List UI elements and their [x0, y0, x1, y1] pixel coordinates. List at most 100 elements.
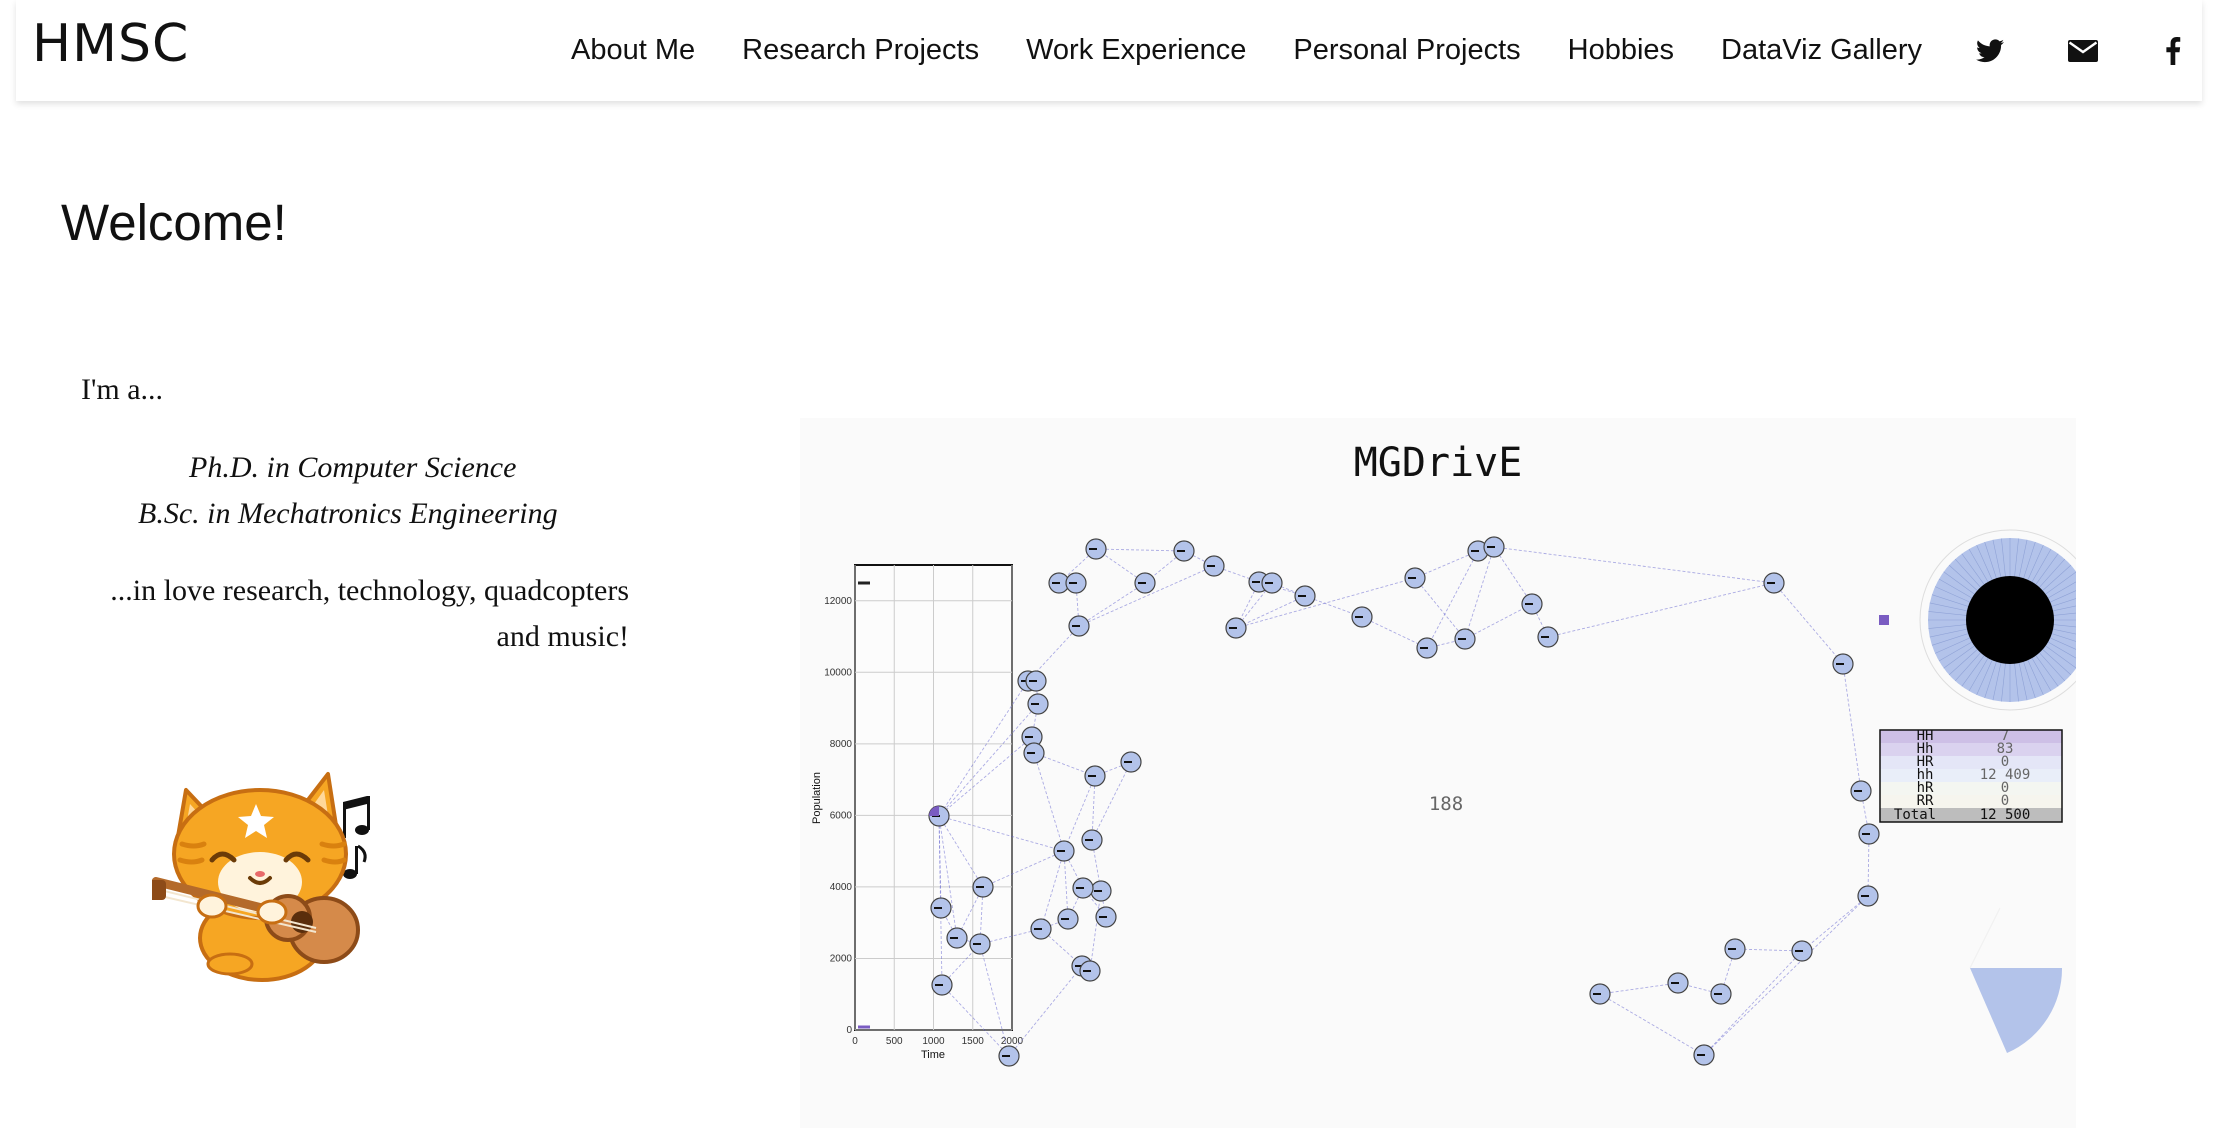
- genotype-count: 12 409: [1980, 767, 2031, 783]
- network-edge: [1464, 603, 1533, 640]
- interests-text: ...in love research, technology, quadcop…: [110, 568, 629, 660]
- genotype-name: hR: [1917, 780, 1934, 796]
- genotype-pie-chart: [1969, 907, 2063, 1053]
- network-edge: [1361, 616, 1428, 649]
- population-ytick: 2000: [830, 953, 853, 964]
- genotype-row: [1880, 743, 2062, 756]
- network-edge: [1095, 548, 1185, 552]
- degree-bsc: B.Sc. in Mechatronics Engineering: [138, 497, 558, 530]
- intro-text: I'm a...: [81, 373, 164, 406]
- network-edge: [956, 937, 981, 945]
- brand-logo-link[interactable]: HMSC: [32, 14, 190, 74]
- nav-about-me[interactable]: About Me: [571, 34, 696, 66]
- page-title: Welcome!: [61, 194, 287, 251]
- genotype-total-label: Total: [1894, 807, 1936, 823]
- network-edge: [1089, 890, 1102, 972]
- population-xtick: 2000: [1001, 1036, 1024, 1047]
- genotype-count: 0: [2001, 754, 2009, 770]
- population-ylabel: Population: [811, 772, 823, 824]
- mgdrive-title: MGDrivE: [1353, 440, 1523, 486]
- genotype-name: HR: [1917, 754, 1934, 770]
- genotype-row: [1880, 782, 2062, 795]
- nav-research-projects[interactable]: Research Projects: [742, 34, 980, 66]
- network-edge: [1426, 550, 1479, 649]
- top-navbar: HMSC: [16, 0, 2202, 101]
- population-xtick: 1000: [922, 1036, 945, 1047]
- nav-work-experience[interactable]: Work Experience: [1026, 34, 1247, 66]
- network-edge: [938, 815, 984, 888]
- network-edge: [1703, 895, 1869, 1056]
- twitter-icon: [1976, 39, 2004, 63]
- genotype-name: Hh: [1917, 741, 1934, 757]
- network-edge: [1063, 775, 1096, 852]
- network-edge: [938, 815, 1065, 852]
- network-edge: [1091, 839, 1102, 892]
- network-edge: [1091, 761, 1132, 841]
- nav-hobbies[interactable]: Hobbies: [1567, 34, 1675, 66]
- network-edge: [1414, 577, 1466, 640]
- network-edge: [1235, 577, 1416, 629]
- genotype-table-border: [1879, 729, 2063, 823]
- genotype-count: 7: [2001, 728, 2009, 744]
- network-edge: [1773, 582, 1844, 665]
- network-edge: [941, 984, 1010, 1057]
- twitter-link[interactable]: [1967, 28, 2013, 74]
- network-node-highlight: [929, 806, 939, 816]
- network-edge: [1035, 680, 1039, 705]
- email-link[interactable]: [2060, 28, 2106, 74]
- network-edge: [1063, 850, 1069, 920]
- genotype-count: 83: [1997, 741, 2014, 757]
- population-ytick: 12000: [824, 596, 852, 607]
- genotype-row: [1880, 730, 2062, 743]
- genotype-count: 0: [2001, 780, 2009, 796]
- nav-personal-projects[interactable]: Personal Projects: [1293, 34, 1521, 66]
- network-edge: [1033, 752, 1065, 852]
- network-edge: [1599, 982, 1679, 995]
- network-nodes: [928, 536, 1880, 1067]
- network-edge: [1008, 965, 1083, 1057]
- network-edge: [1493, 546, 1775, 584]
- nav-dataviz-gallery[interactable]: DataViz Gallery: [1721, 34, 1922, 66]
- degree-phd: Ph.D. in Computer Science: [189, 451, 517, 484]
- genotype-row: [1880, 756, 2062, 769]
- genotype-total-row: [1880, 808, 2062, 822]
- network-edge: [1547, 582, 1775, 638]
- population-ytick: 8000: [830, 739, 853, 750]
- network-edge: [1801, 895, 1869, 952]
- node-count-label: 188: [1429, 793, 1463, 815]
- network-edge: [938, 736, 1033, 817]
- network-edge: [938, 815, 958, 939]
- facebook-icon: [2166, 37, 2181, 65]
- facebook-link[interactable]: [2150, 28, 2196, 74]
- interests-line-1: ...in love research, technology, quadcop…: [110, 574, 629, 607]
- network-edge: [1414, 550, 1479, 579]
- main-nav: About Me Research Projects Work Experien…: [571, 0, 1969, 101]
- network-edge: [1599, 993, 1705, 1056]
- mgdrive-visualization: MGDrivE 0 500 1000 1500 2000 0 2000 4000 6000 800…: [800, 418, 2076, 1128]
- population-xlabel: Time: [921, 1049, 945, 1061]
- network-edge: [1078, 582, 1146, 627]
- network-edge: [1734, 948, 1803, 952]
- network-edge: [979, 943, 1010, 1057]
- music-notes-icon: [331, 796, 370, 879]
- genotype-total-value: 12 500: [1980, 807, 2031, 823]
- network-edge: [1842, 663, 1862, 792]
- population-ytick: 6000: [830, 810, 853, 821]
- genotype-row: [1880, 769, 2062, 782]
- population-ytick: 0: [846, 1025, 852, 1036]
- network-edge: [1091, 775, 1096, 841]
- genotype-name: hh: [1917, 767, 1934, 783]
- envelope-icon: [2068, 40, 2098, 62]
- population-xtick: 0: [852, 1036, 858, 1047]
- network-edge: [1033, 752, 1096, 777]
- population-ytick: 4000: [830, 882, 853, 893]
- population-xtick: 500: [886, 1036, 903, 1047]
- genotype-name: HH: [1917, 728, 1934, 744]
- population-ytick: 10000: [824, 667, 852, 678]
- interests-line-2: and music!: [496, 620, 629, 653]
- mgdrive-canvas: 0 500 1000 1500 2000 0 2000 4000 6000 8000 10000 12…: [811, 529, 2076, 1067]
- population-chart: 0 500 1000 1500 2000 0 2000 4000 6000 8000 10000 12…: [811, 564, 1024, 1061]
- network-edge: [1040, 850, 1065, 930]
- genotype-radial-chart: [1879, 529, 2076, 711]
- network-edge: [1493, 546, 1533, 605]
